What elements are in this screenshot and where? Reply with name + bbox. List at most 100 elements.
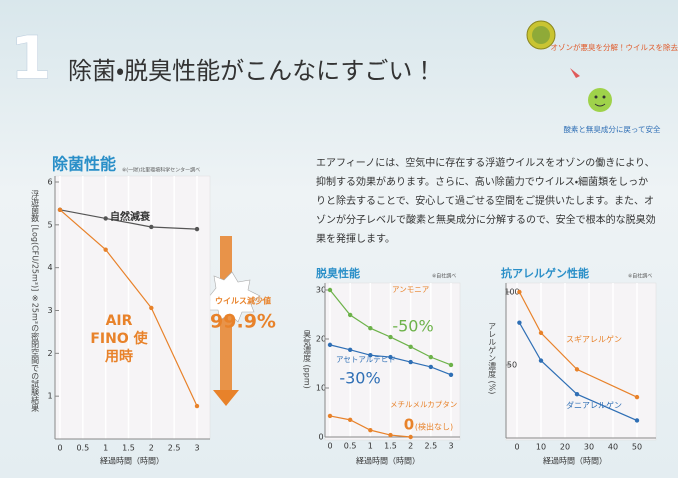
y-tick-label: 20	[316, 335, 326, 344]
x-tick-label: 30	[584, 443, 594, 452]
y-tick-label: 0	[318, 433, 323, 442]
data-point	[408, 359, 413, 365]
annotation: 0	[404, 416, 414, 434]
x-tick-label: 2.5	[168, 444, 181, 453]
series-label: ダニアレルゲン	[566, 401, 622, 410]
series-label: アセトアルデヒド	[336, 355, 396, 364]
chart-note: ※自社調べ	[432, 273, 456, 280]
data-point	[149, 224, 154, 230]
data-point	[408, 344, 413, 350]
data-point	[149, 305, 154, 311]
x-tick-label: 0	[327, 442, 332, 451]
data-point	[538, 330, 544, 336]
chart-note: ※(一財)北里環境科学センター調べ	[122, 167, 200, 174]
illustration	[526, 20, 612, 112]
data-point	[368, 326, 373, 331]
y-tick-label: 100	[504, 288, 519, 297]
x-tick-label: 20	[560, 443, 570, 452]
reduction-arrow	[205, 236, 261, 406]
data-point	[428, 354, 434, 360]
data-point	[634, 418, 640, 423]
data-point	[103, 247, 108, 252]
data-point	[428, 364, 434, 370]
data-point	[327, 342, 333, 348]
x-tick-label: 0	[57, 444, 62, 453]
data-point	[388, 354, 393, 360]
y-tick-label: 30	[316, 286, 326, 295]
x-axis-label: 経過時間（時間）	[543, 456, 607, 466]
data-point	[448, 372, 454, 377]
plot-panel	[54, 175, 211, 440]
data-point	[368, 352, 373, 358]
y-tick-label: 1	[47, 392, 52, 401]
data-point	[103, 216, 108, 221]
x-tick-label: 1.5	[384, 442, 397, 451]
plot-panel	[324, 282, 461, 441]
data-point	[517, 320, 522, 325]
x-tick-label: 1	[103, 444, 108, 453]
x-tick-label: 3	[448, 442, 453, 451]
x-tick-label: 10	[536, 443, 546, 452]
data-point	[194, 226, 200, 232]
y-tick-label: 6	[47, 178, 52, 187]
x-tick-label: 50	[632, 443, 642, 452]
data-point	[368, 427, 373, 433]
series-label: メチルメルカプタン	[390, 400, 458, 409]
data-point	[388, 334, 393, 340]
y-tick-label: 2	[47, 349, 52, 358]
y-axis-label: アレルゲン濃度 (%)	[487, 322, 497, 395]
y-axis-label: 臭気濃度 (ppm)	[302, 330, 312, 389]
data-point	[448, 362, 454, 368]
y-tick-label: 3	[47, 306, 52, 315]
data-point	[574, 392, 580, 397]
data-point	[327, 413, 333, 419]
series-line	[518, 291, 638, 398]
data-point	[347, 417, 353, 423]
x-tick-label: 2	[149, 444, 154, 453]
series-label: アンモニア	[392, 285, 430, 294]
x-tick-label: 3	[194, 444, 199, 453]
data-point	[347, 312, 353, 318]
annotation: 99.9%	[210, 311, 276, 333]
series-line	[518, 322, 638, 422]
series-line	[59, 209, 198, 230]
x-tick-label: 1.5	[122, 444, 135, 453]
illustration-caption: オゾンが悪臭を分解！ウイルスを除去！	[551, 42, 678, 52]
data-point	[57, 207, 63, 213]
x-tick-label: 2	[408, 442, 413, 451]
x-axis-label: 経過時間（時間）	[100, 456, 164, 466]
x-tick-label: 40	[608, 443, 618, 452]
series-line	[59, 209, 198, 407]
annotation: ウイルス減少値	[215, 296, 271, 306]
annotation: (検出なし)	[415, 422, 453, 432]
data-point	[408, 434, 413, 440]
data-point	[347, 347, 353, 352]
plot-panel	[505, 282, 657, 441]
y-tick-label: 50	[507, 361, 517, 370]
y-tick-label: 4	[47, 263, 52, 272]
x-tick-label: 2.5	[424, 442, 437, 451]
x-tick-label: 0	[514, 443, 519, 452]
section-number: 1	[10, 24, 52, 94]
series-label: AIR FINO 使用時	[90, 313, 148, 365]
data-point	[538, 358, 544, 363]
data-point	[634, 394, 640, 400]
series-label: 自然減衰	[110, 212, 150, 223]
y-axis-label: 浮遊菌数 [Log(CFU/25m³)] ※25m³の密閉空間での試験結果	[30, 190, 40, 412]
y-tick-label: 5	[47, 220, 52, 229]
data-point	[517, 289, 522, 295]
chart-title: 除菌性能	[52, 155, 116, 174]
data-point	[327, 287, 333, 293]
annotation: -30%	[339, 369, 380, 388]
series-label: スギアレルゲン	[566, 335, 622, 344]
data-point	[388, 432, 393, 438]
chart-note: ※自社調べ	[628, 273, 652, 280]
illustration-caption: 酸素と無臭成分に戻って安全	[563, 124, 661, 134]
annotation: -50%	[392, 317, 433, 336]
chart-title: 脱臭性能	[316, 266, 360, 280]
x-tick-label: 0.5	[344, 442, 357, 451]
chart-title: 抗アレルゲン性能	[501, 266, 589, 280]
x-axis-label: 経過時間（時間）	[356, 456, 420, 466]
